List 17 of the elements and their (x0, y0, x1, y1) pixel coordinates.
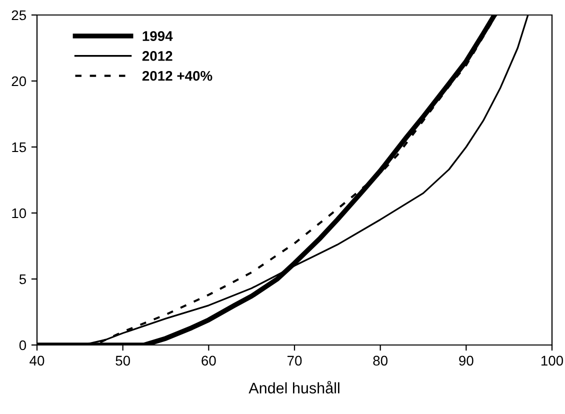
legend-label: 1994 (142, 31, 173, 41)
x-tick-label: 70 (287, 356, 302, 366)
x-tick-label: 80 (373, 356, 388, 366)
x-tick-label: 60 (202, 356, 216, 366)
y-tick-label: 20 (12, 76, 26, 86)
y-tick-label: 0 (19, 340, 26, 350)
y-tick-label: 5 (19, 274, 26, 284)
x-tick-label: 50 (116, 356, 130, 366)
y-tick-label: 25 (12, 10, 26, 20)
legend-label: 2012 +40% (142, 70, 212, 81)
x-tick-label: 40 (30, 356, 44, 366)
legend-label: 2012 (142, 51, 172, 61)
x-axis-title: Andel hushåll (248, 381, 340, 394)
x-tick-label: 100 (541, 356, 564, 366)
y-tick-label: 10 (12, 208, 26, 218)
y-tick-label: 15 (12, 142, 26, 152)
x-tick-label: 90 (459, 356, 474, 366)
